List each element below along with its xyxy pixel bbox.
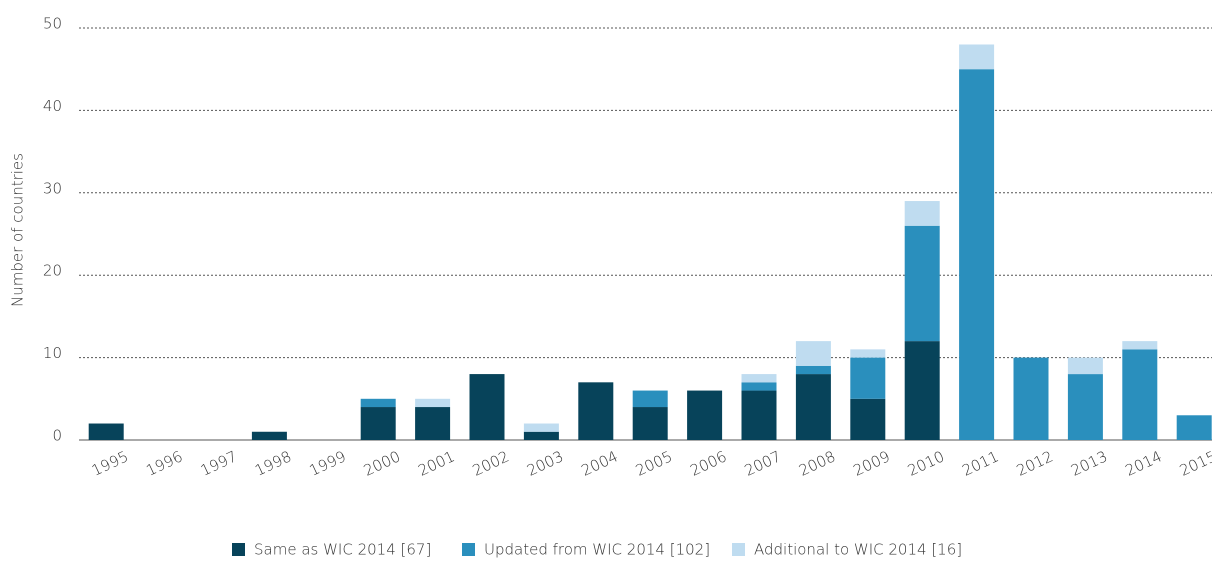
bar-segment [523,423,559,432]
x-tick-label: 2005 [633,447,675,479]
x-tick-label: 2002 [470,447,512,479]
bar-segment [959,69,995,440]
bar-segment [415,398,451,408]
x-tick-label: 2015 [1177,447,1212,479]
bar-segment [904,341,940,440]
x-tick-label: 2012 [1014,447,1056,479]
bar-segment [959,44,995,70]
bar-segment [795,341,831,366]
bar-segment [578,382,614,440]
y-axis-title: Number of countries [9,153,27,307]
bar-segment [1067,357,1103,375]
x-tick-label: 1997 [198,447,240,479]
bar-segment [469,374,505,440]
bar-segment [795,365,831,375]
x-tick-label: 1999 [306,447,348,479]
legend-label: Same as WIC 2014 [67] [254,541,431,559]
bar-segment [687,390,723,440]
bar-segment [795,374,831,440]
x-tick-label: 2010 [905,447,947,479]
bar-segment [741,390,777,440]
y-tick-label: 40 [43,97,62,115]
bar-segment [741,382,777,391]
bar-segment [850,398,886,440]
bar-segment [1122,349,1158,440]
y-tick-label: 30 [43,179,62,197]
y-tick-label: 10 [43,344,62,362]
x-tick-label: 2011 [959,447,1001,479]
bar-segment [523,431,559,440]
bar-segment [360,407,396,440]
bar-segment [904,201,940,226]
x-tick-label: 2001 [415,447,457,479]
legend-swatch [232,543,245,556]
x-tick-label: 2000 [361,447,403,479]
x-tick-label: 2014 [1122,447,1164,479]
legend-swatch [732,543,745,556]
y-tick-label: 0 [52,427,62,445]
x-tick-label: 2013 [1068,447,1110,479]
y-tick-label: 20 [43,262,62,280]
bar-segment [360,398,396,408]
bar-segment [904,225,940,342]
x-tick-label: 2003 [524,447,566,479]
bar-segment [415,407,451,440]
bar-segment [632,407,668,440]
bar-segment [88,423,124,440]
y-tick-label: 50 [43,15,62,33]
legend-swatch [462,543,475,556]
x-tick-label: 1998 [252,447,294,479]
bar-segment [850,357,886,399]
x-tick-label: 2007 [742,447,784,479]
bar-segment [251,431,287,440]
x-tick-label: 2006 [687,447,729,479]
bar-segment [1013,357,1049,440]
bar-segment [741,374,777,383]
x-tick-label: 1995 [89,447,131,479]
x-tick-label: 2008 [796,447,838,479]
bar-segment [850,349,886,358]
x-tick-label: 1996 [143,447,185,479]
bar-segment [1067,374,1103,440]
legend-label: Additional to WIC 2014 [16] [754,541,962,559]
bar-segment [1176,415,1212,440]
bar-segment [632,390,668,408]
x-tick-label: 2004 [578,447,620,479]
bar-segment [1122,341,1158,350]
legend-label: Updated from WIC 2014 [102] [484,541,710,559]
x-tick-label: 2009 [850,447,892,479]
